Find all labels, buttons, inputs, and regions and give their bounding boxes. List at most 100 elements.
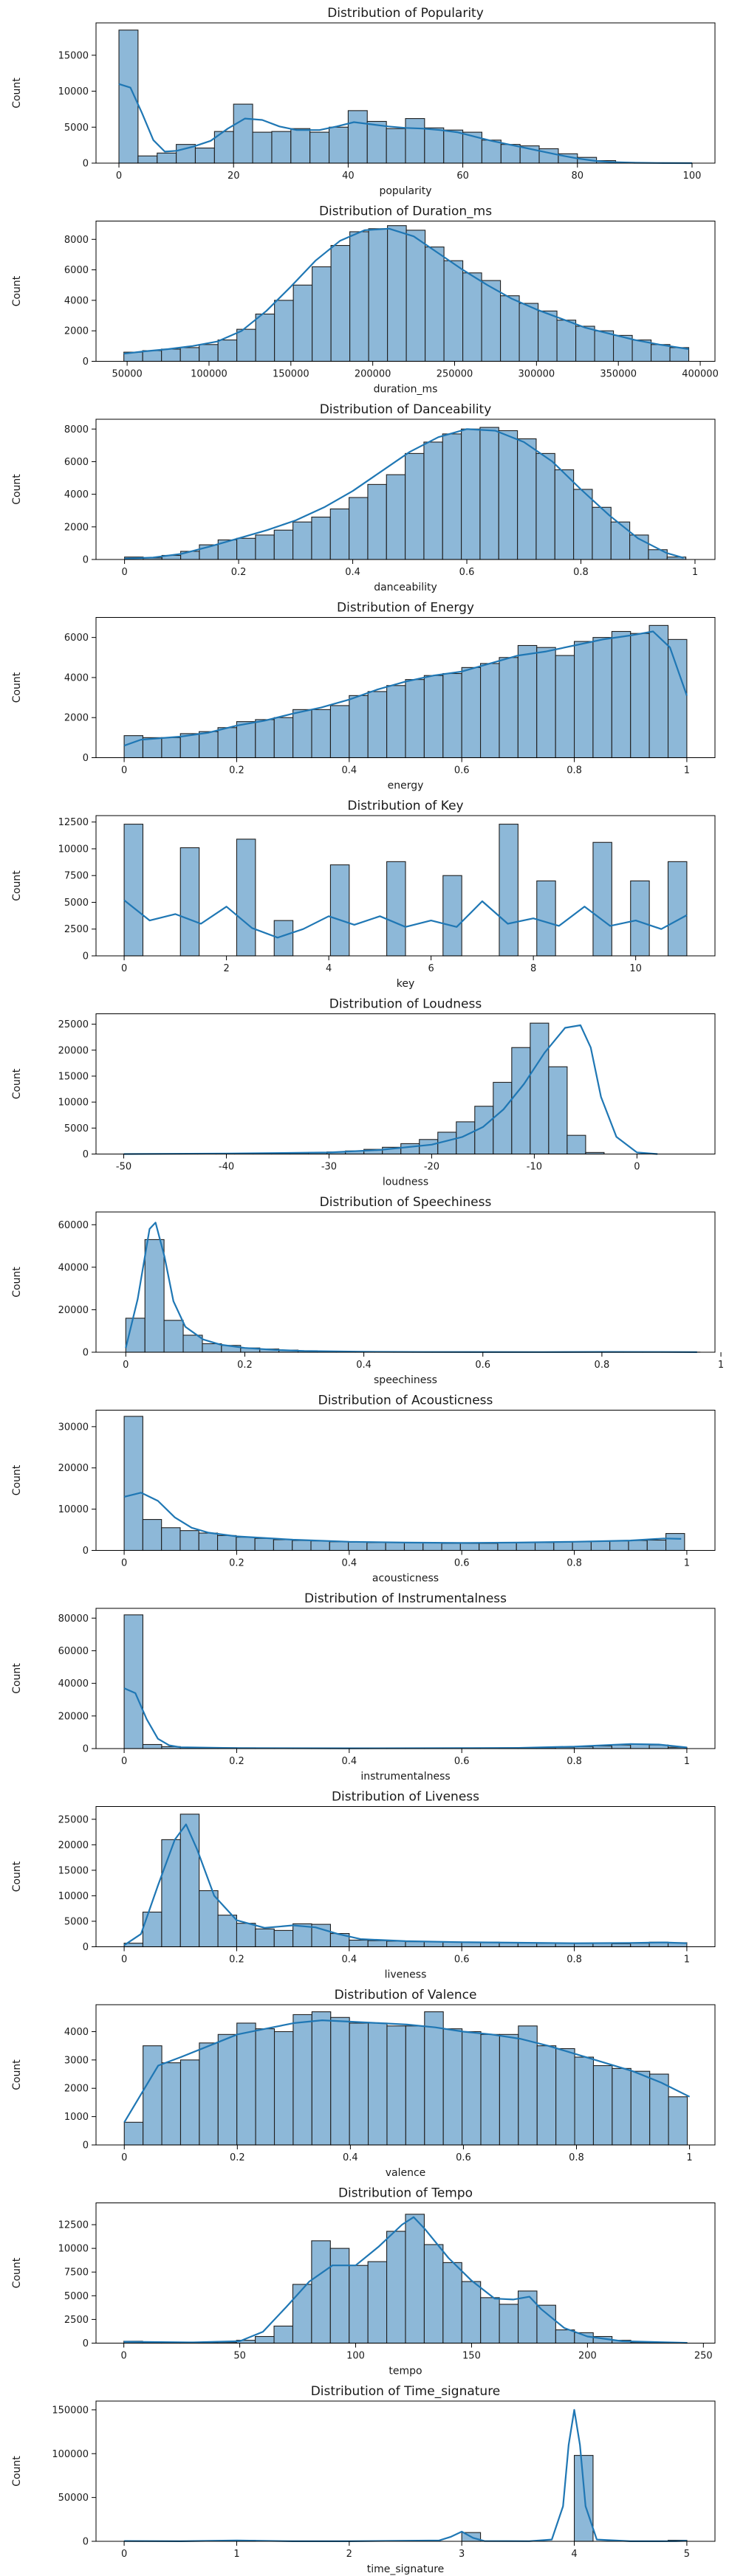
histogram-bar — [667, 638, 688, 759]
x-axis-label: time_signature — [367, 2563, 445, 2575]
x-tick-label: 1 — [684, 1756, 690, 1767]
histogram-bar — [161, 1839, 181, 1948]
histogram-bar — [405, 2025, 425, 2146]
histogram-bar — [386, 1940, 406, 1948]
histogram-bar — [161, 2062, 182, 2146]
y-axis: 0 2500 5000 7500 10000 12500 — [58, 817, 96, 962]
histogram-bar — [612, 2067, 632, 2146]
histogram-bar — [555, 655, 575, 759]
x-axis: 0 20 40 60 80 100 — [116, 163, 701, 182]
x-axis: 0 0.2 0.4 0.6 0.8 1 — [121, 1550, 690, 1569]
x-tick-label: -30 — [321, 1162, 337, 1173]
histogram-bar — [142, 737, 162, 759]
kde-line — [123, 2019, 691, 2123]
y-tick-label: 0 — [83, 1149, 89, 1160]
x-tick-label: 1 — [684, 765, 690, 776]
histogram-bar — [329, 508, 350, 560]
histogram-bar — [143, 2045, 162, 2146]
y-tick-label: 0 — [83, 2338, 89, 2349]
histogram-bar — [123, 735, 144, 759]
histogram-bar — [610, 521, 631, 560]
x-axis-label: loudness — [383, 1177, 428, 1188]
histogram-bar — [236, 1537, 256, 1552]
histogram-bar — [518, 2025, 538, 2146]
bars — [123, 624, 688, 759]
chart-8: Distribution of Acousticness 0 0.2 0.4 0.6 0.… — [11, 1394, 716, 1585]
histogram-bar — [405, 118, 425, 164]
histogram-bar — [292, 2014, 312, 2146]
y-axis: 0 1000 2000 3000 4000 — [64, 2027, 96, 2152]
histogram-bar — [194, 147, 215, 164]
histogram-bar — [349, 497, 369, 560]
x-tick-label: 6 — [428, 963, 434, 974]
axes-frame — [95, 1806, 716, 1947]
histogram-bar — [163, 1320, 184, 1353]
histogram-bar — [650, 344, 671, 362]
chart-title: Distribution of Liveness — [332, 1790, 479, 1805]
histogram-bar — [137, 155, 158, 164]
histogram-bar — [630, 1943, 650, 1948]
kde-line — [123, 2216, 688, 2344]
histogram-bar — [405, 679, 425, 759]
y-axis: 0 20000 40000 60000 80000 — [58, 1614, 96, 1755]
histogram-bar — [273, 717, 294, 759]
y-tick-label: 0 — [83, 1942, 89, 1953]
axes-frame — [95, 815, 716, 957]
y-tick-label: 12500 — [58, 817, 89, 828]
x-axis: 0 0.2 0.4 0.6 0.8 1 — [121, 1946, 690, 1966]
x-axis-label: instrumentalness — [360, 1771, 450, 1783]
x-tick-label: 20 — [227, 171, 240, 182]
x-tick-label: -40 — [219, 1162, 234, 1173]
histogram-bar — [442, 2262, 462, 2344]
x-axis: 0 0.2 0.4 0.6 0.8 1 — [121, 559, 698, 578]
histogram-bar — [497, 1542, 517, 1552]
chart-title: Distribution of Tempo — [338, 2186, 473, 2201]
chart-7: Distribution of Speechiness 0 0.2 0.4 0.6 0.8… — [11, 1195, 724, 1386]
x-tick-label: 100000 — [191, 369, 227, 380]
x-tick-label: 0 — [634, 1162, 640, 1173]
histogram-bar — [179, 1814, 200, 1948]
y-tick-label: 4000 — [64, 672, 89, 683]
histogram-bar — [368, 2022, 388, 2146]
y-tick-label: 40000 — [58, 1678, 89, 1690]
kde-line — [123, 1024, 658, 1155]
y-tick-label: 0 — [83, 1744, 89, 1755]
histogram-bar — [311, 709, 331, 759]
histogram-bar — [273, 1539, 293, 1552]
histogram-bar — [630, 2070, 651, 2146]
histogram-bar — [273, 1929, 294, 1948]
histogram-bar — [500, 144, 521, 164]
y-tick-label: 7500 — [64, 871, 89, 882]
y-tick-label: 25000 — [58, 1814, 89, 1825]
histogram-bar — [646, 1539, 667, 1552]
y-tick-label: 0 — [83, 159, 89, 170]
histogram-bar — [123, 1614, 144, 1749]
histogram-bar — [255, 313, 275, 362]
y-tick-label: 15000 — [58, 50, 89, 61]
y-tick-label: 4000 — [64, 2027, 89, 2038]
x-axis: 50000 100000 150000 200000 250000 300000 35000… — [112, 361, 719, 380]
x-tick-label: 300000 — [518, 369, 555, 380]
histogram-bar — [349, 2022, 369, 2146]
histogram-bar — [442, 2028, 463, 2146]
histogram-bar — [536, 2045, 557, 2146]
y-axis: 0 2000 4000 6000 8000 — [64, 235, 96, 368]
y-axis: 0 5000 10000 15000 20000 25000 — [58, 1019, 96, 1160]
x-axis-label: tempo — [389, 2366, 422, 2377]
histogram-bar — [536, 880, 556, 957]
histogram-bar — [592, 637, 612, 759]
histogram-bar — [367, 691, 388, 759]
x-tick-label: 350000 — [600, 369, 637, 380]
histogram-bar — [479, 427, 499, 560]
x-tick-label: 0 — [121, 2152, 127, 2163]
histogram-bar — [179, 1530, 199, 1552]
histogram-bar — [349, 2265, 369, 2344]
histogram-bar — [386, 128, 406, 164]
x-axis: 0 0.2 0.4 0.6 0.8 1 — [121, 2145, 693, 2163]
histogram-bar — [553, 1541, 573, 1552]
y-tick-label: 0 — [83, 2537, 89, 2548]
histogram-bar — [255, 719, 275, 759]
histogram-bar — [459, 1543, 480, 1552]
y-tick-label: 0 — [83, 1546, 89, 1557]
